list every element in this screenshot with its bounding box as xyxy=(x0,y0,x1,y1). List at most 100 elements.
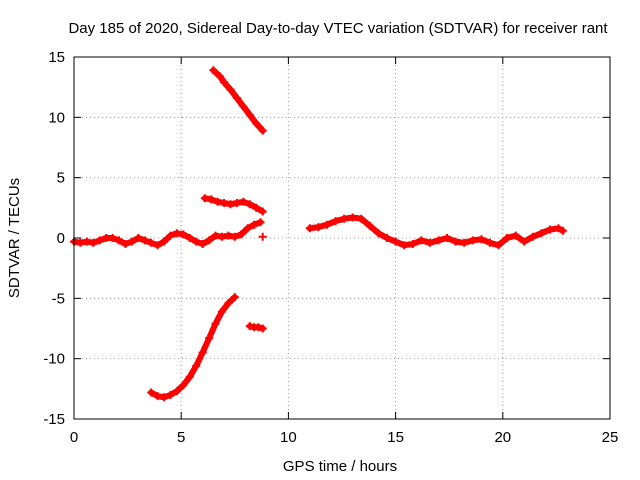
data-point xyxy=(211,319,220,328)
data-point xyxy=(121,240,130,248)
data-point xyxy=(179,381,188,390)
data-point xyxy=(537,229,546,238)
data-point xyxy=(400,241,409,250)
data-point xyxy=(217,232,226,241)
data-point xyxy=(340,214,349,223)
data-point xyxy=(374,229,383,238)
data-point xyxy=(224,299,233,308)
x-tick-label: 5 xyxy=(177,429,185,446)
data-point xyxy=(207,195,216,204)
data-point xyxy=(408,240,417,248)
series-2 xyxy=(200,194,267,216)
series-5 xyxy=(258,232,267,241)
data-point xyxy=(239,197,248,206)
data-point xyxy=(232,94,241,102)
data-point xyxy=(226,200,235,209)
data-point xyxy=(503,234,512,242)
data-point xyxy=(520,237,529,246)
data-point xyxy=(348,213,357,222)
series-4 xyxy=(245,322,267,333)
data-point xyxy=(209,66,218,75)
data-point xyxy=(230,232,239,241)
data-point xyxy=(243,224,252,233)
data-point xyxy=(224,231,233,240)
data-point xyxy=(192,237,201,246)
data-point xyxy=(115,236,123,245)
x-tick-label: 15 xyxy=(387,429,404,446)
data-point xyxy=(82,237,91,246)
data-point xyxy=(252,119,261,128)
data-point xyxy=(160,393,168,402)
data-point xyxy=(232,199,241,207)
y-tick-label: 0 xyxy=(57,230,65,247)
data-point xyxy=(258,324,267,333)
data-point xyxy=(108,234,117,242)
data-point xyxy=(185,372,194,381)
data-point xyxy=(166,231,175,240)
data-point xyxy=(147,388,156,397)
chart-title: Day 185 of 2020, Sidereal Day-to-day VTE… xyxy=(68,20,608,37)
data-point xyxy=(185,234,194,242)
data-point xyxy=(211,231,220,240)
data-point xyxy=(230,293,239,302)
y-tick-label: -5 xyxy=(52,290,65,307)
data-point xyxy=(76,238,85,247)
series-0 xyxy=(70,218,265,250)
x-tick-label: 20 xyxy=(494,429,511,446)
data-point xyxy=(172,387,181,396)
x-tick-label: 25 xyxy=(602,429,619,446)
data-point xyxy=(220,78,229,87)
axis-ticks: 0 5 10 15 20 25 -15 -10 -5 0 5 10 15 xyxy=(43,49,618,446)
data-point xyxy=(258,207,267,216)
data-point xyxy=(215,72,224,81)
data-point xyxy=(245,322,254,331)
data-point xyxy=(256,218,265,227)
data-point xyxy=(192,361,201,370)
y-axis-label: SDTVAR / TECUs xyxy=(6,178,23,298)
data-point xyxy=(460,238,469,247)
data-point xyxy=(95,236,104,245)
series-3 xyxy=(147,293,239,402)
plot-area xyxy=(70,66,567,402)
data-point xyxy=(153,241,162,250)
data-point xyxy=(134,234,143,242)
data-point xyxy=(451,237,460,246)
data-point xyxy=(153,392,162,401)
data-point xyxy=(558,226,567,235)
data-point xyxy=(205,334,214,343)
data-point xyxy=(314,223,323,232)
data-point xyxy=(391,237,400,246)
data-point xyxy=(425,238,434,247)
data-point xyxy=(198,348,207,357)
data-point xyxy=(494,241,503,250)
series-1 xyxy=(209,66,267,135)
data-point xyxy=(237,230,246,239)
data-point xyxy=(443,234,452,242)
data-point xyxy=(477,235,486,244)
data-point xyxy=(305,224,314,233)
data-point xyxy=(365,221,374,230)
data-point xyxy=(140,236,149,245)
data-point xyxy=(258,126,267,135)
data-point xyxy=(166,390,175,399)
data-point xyxy=(239,102,248,111)
data-point xyxy=(254,323,263,332)
data-point xyxy=(417,236,426,245)
data-point xyxy=(127,237,136,246)
data-point xyxy=(245,110,254,119)
data-point xyxy=(198,240,207,248)
y-tick-label: 5 xyxy=(57,170,65,187)
y-tick-label: 10 xyxy=(48,109,65,126)
x-axis-label: GPS time / hours xyxy=(283,458,397,475)
data-point xyxy=(160,237,168,246)
data-point xyxy=(252,203,261,212)
data-point xyxy=(147,238,156,247)
data-point xyxy=(205,236,214,245)
data-point xyxy=(226,85,235,94)
data-point xyxy=(554,224,563,233)
y-tick-label: 15 xyxy=(48,49,65,66)
data-point xyxy=(357,214,366,223)
data-point xyxy=(220,199,229,207)
data-point xyxy=(383,234,391,242)
data-point xyxy=(258,232,267,241)
